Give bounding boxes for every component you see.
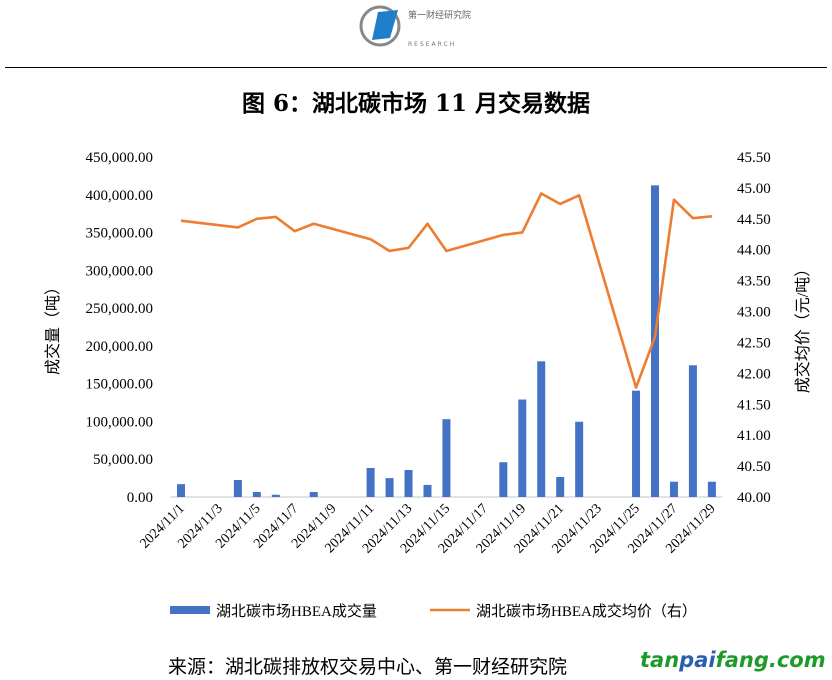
y-tick-label: 400,000.00 (86, 188, 154, 204)
volume-bar (233, 480, 242, 497)
volume-bar (669, 481, 678, 497)
volume-bar (252, 492, 261, 497)
logo: 第一财经研究院 RESEARCH (359, 5, 471, 48)
volume-bar (309, 492, 318, 497)
y2-tick-label: 43.50 (737, 274, 771, 290)
legend-label-price: 湖北碳市场HBEA成交均价（右） (476, 602, 697, 620)
y2-tick-label: 44.50 (737, 212, 771, 228)
y-tick-label: 100,000.00 (86, 414, 154, 430)
watermark: tanpaifang.com (640, 648, 826, 672)
y2-tick-label: 40.00 (737, 490, 771, 506)
y2-tick-label: 45.00 (737, 181, 771, 197)
y-tick-label: 50,000.00 (93, 452, 153, 468)
volume-bar (385, 478, 394, 497)
price-line (180, 192, 713, 389)
volume-bar (518, 399, 527, 497)
svg-text:第一财经研究院: 第一财经研究院 (408, 9, 471, 21)
volume-bar (499, 462, 508, 497)
y2-tick-label: 41.00 (737, 428, 771, 444)
y-tick-label: 300,000.00 (86, 263, 154, 279)
legend-label-volume: 湖北碳市场HBEA成交量 (216, 602, 377, 620)
y2-tick-label: 44.00 (737, 243, 771, 259)
y2-tick-label: 42.00 (737, 366, 771, 382)
svg-text:RESEARCH: RESEARCH (408, 41, 456, 48)
y2-axis-title: 成交均价（元/吨） (794, 261, 812, 393)
y2-tick-label: 42.50 (737, 335, 771, 351)
volume-bar (575, 421, 584, 497)
y2-tick-label: 43.00 (737, 305, 771, 321)
legend-swatch-volume (170, 606, 210, 614)
source-note: 来源：湖北碳排放权交易中心、第一财经研究院 (168, 656, 568, 678)
volume-bar (556, 476, 565, 497)
chart-title: 图 6：湖北碳市场 11 月交易数据 (241, 90, 591, 117)
volume-bar (442, 419, 451, 497)
y-tick-label: 350,000.00 (86, 226, 154, 242)
y2-tick-label: 45.50 (737, 150, 771, 166)
volume-bar (651, 185, 659, 498)
y2-tick-label: 40.50 (737, 459, 771, 475)
y-tick-label: 200,000.00 (86, 339, 154, 355)
volume-bar (688, 365, 697, 497)
volume-bar (632, 390, 641, 497)
volume-bar (366, 467, 375, 497)
volume-bar (177, 484, 185, 497)
y2-tick-label: 41.50 (737, 397, 771, 413)
y-tick-label: 250,000.00 (86, 301, 154, 317)
header-divider (5, 67, 827, 68)
volume-bar (537, 361, 546, 497)
y-tick-label: 0.00 (127, 490, 153, 506)
volume-bar (404, 470, 413, 497)
y-axis-title: 成交量（吨） (44, 279, 62, 375)
volume-bar (707, 481, 716, 497)
volume-bar (271, 494, 280, 497)
y-tick-label: 150,000.00 (86, 377, 154, 393)
volume-bar (423, 484, 432, 497)
y-tick-label: 450,000.00 (86, 150, 154, 166)
